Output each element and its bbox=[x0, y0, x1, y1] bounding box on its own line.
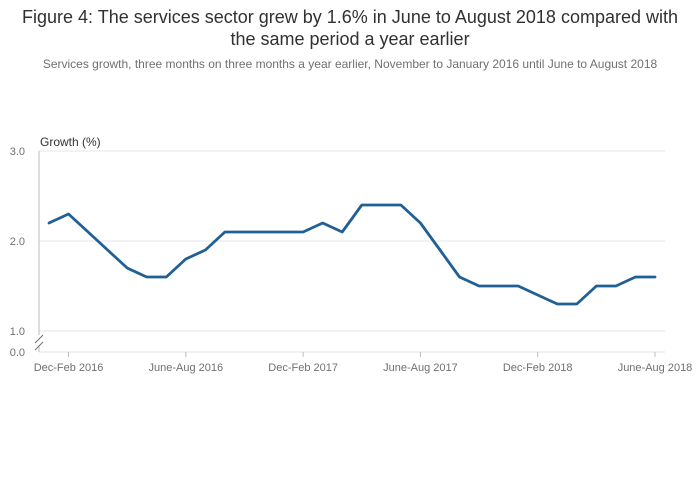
data-point bbox=[201, 246, 209, 254]
data-point bbox=[514, 282, 522, 290]
data-point bbox=[456, 273, 464, 281]
x-tick-label: Dec-Feb 2018 bbox=[503, 362, 573, 374]
data-point bbox=[534, 291, 542, 299]
series-line bbox=[47, 203, 657, 306]
data-point bbox=[553, 300, 561, 308]
data-point bbox=[123, 264, 131, 272]
y-tick-label: 2.0 bbox=[10, 236, 25, 248]
data-point bbox=[260, 228, 268, 236]
data-point bbox=[436, 246, 444, 254]
data-point bbox=[240, 228, 248, 236]
x-tick-label: June-Aug 2016 bbox=[149, 362, 224, 374]
x-tick-label: June-Aug 2018 bbox=[618, 362, 693, 374]
data-point bbox=[84, 228, 92, 236]
data-point bbox=[104, 246, 112, 254]
data-point bbox=[65, 210, 73, 218]
data-point bbox=[475, 282, 483, 290]
data-point bbox=[338, 228, 346, 236]
chart-title: Figure 4: The services sector grew by 1.… bbox=[21, 7, 678, 49]
axis-break-mark bbox=[34, 341, 44, 351]
data-point bbox=[319, 219, 327, 227]
data-point bbox=[651, 273, 659, 281]
data-point bbox=[592, 282, 600, 290]
data-point bbox=[45, 219, 53, 227]
data-point bbox=[612, 282, 620, 290]
chart-subtitle: Services growth, three months on three m… bbox=[42, 57, 658, 71]
data-point bbox=[299, 228, 307, 236]
y-axis-title: Growth (%) bbox=[40, 135, 101, 149]
data-point bbox=[495, 282, 503, 290]
y-tick-label: 3.0 bbox=[10, 146, 25, 158]
data-point bbox=[358, 201, 366, 209]
y-tick-label-zero: 0.0 bbox=[10, 347, 25, 359]
data-point bbox=[573, 300, 581, 308]
x-tick-label: Dec-Feb 2016 bbox=[34, 362, 104, 374]
axis-break-mark bbox=[34, 334, 44, 344]
data-point bbox=[143, 273, 151, 281]
data-point bbox=[397, 201, 405, 209]
data-point bbox=[631, 273, 639, 281]
data-point bbox=[221, 228, 229, 236]
data-point bbox=[416, 219, 424, 227]
x-tick-label: Dec-Feb 2017 bbox=[268, 362, 338, 374]
data-point bbox=[182, 255, 190, 263]
data-point bbox=[377, 201, 385, 209]
data-point bbox=[280, 228, 288, 236]
x-tick-label: June-Aug 2017 bbox=[383, 362, 458, 374]
y-tick-label: 1.0 bbox=[10, 326, 25, 338]
data-point bbox=[162, 273, 170, 281]
